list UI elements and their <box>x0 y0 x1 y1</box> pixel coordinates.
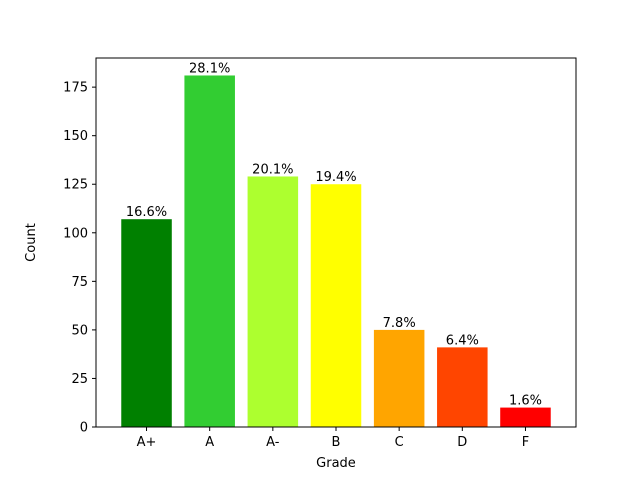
y-tick-label: 25 <box>71 372 88 387</box>
x-tick-label: F <box>522 435 529 450</box>
data-labels-group: 16.6% 28.1% 20.1% 19.4% 7.8% 6.4% 1.6% <box>126 61 542 408</box>
x-tick-label: A- <box>266 435 280 450</box>
data-label-C: 7.8% <box>383 316 416 331</box>
x-tick-label: C <box>395 435 404 450</box>
y-tick-label: 0 <box>80 421 88 436</box>
x-axis-label: Grade <box>316 456 356 471</box>
data-label-F: 1.6% <box>509 394 542 409</box>
data-label-B: 19.4% <box>315 170 356 185</box>
x-tick-label: B <box>332 435 341 450</box>
bar-A- <box>247 176 299 427</box>
x-axis-ticks: A+ A A- B C D F <box>137 427 529 450</box>
bar-C <box>373 329 425 427</box>
y-tick-label: 150 <box>63 129 88 144</box>
bar-B <box>310 184 362 427</box>
y-tick-label: 100 <box>63 226 88 241</box>
y-tick-label: 175 <box>63 81 88 96</box>
x-tick-label: A <box>205 435 214 450</box>
data-label-A-: 20.1% <box>252 162 293 177</box>
x-tick-label: A+ <box>137 435 157 450</box>
y-axis-label: Count <box>24 223 39 262</box>
data-label-A: 28.1% <box>189 61 230 76</box>
bar-A <box>184 75 235 428</box>
data-label-D: 6.4% <box>446 333 479 348</box>
bars-group <box>121 75 551 428</box>
y-tick-label: 125 <box>63 178 88 193</box>
data-label-A+: 16.6% <box>126 205 167 220</box>
bar-F <box>500 407 551 427</box>
y-tick-label: 75 <box>71 275 88 290</box>
bar-A+ <box>121 219 172 427</box>
bar-D <box>437 347 488 427</box>
y-tick-label: 50 <box>71 323 88 338</box>
y-axis-ticks: 0 25 50 75 100 125 150 175 <box>63 81 96 436</box>
x-tick-label: D <box>457 435 467 450</box>
